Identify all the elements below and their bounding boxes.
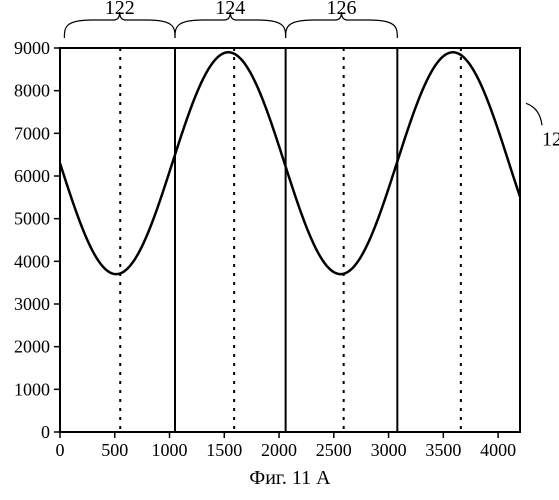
y-axis-ticks: 0 1000 2000 3000 4000 5000 6000 7000 8000 9000 [14,38,60,442]
y-tick-label: 9000 [14,38,50,58]
x-tick-label: 3000 [371,440,407,460]
x-tick-label: 1500 [206,440,242,460]
curve-leader [526,103,542,125]
y-tick-label: 4000 [14,251,50,271]
y-tick-label: 1000 [14,379,50,399]
bracket-label: 126 [326,0,356,19]
x-tick-label: 2000 [261,440,297,460]
x-axis-ticks: 0 500 1000 1500 2000 2500 3000 3500 4000 [56,432,517,460]
x-tick-label: 1000 [152,440,188,460]
line-chart: 0 500 1000 1500 2000 2500 3000 3500 4000 0 1000 20… [0,0,559,500]
curve-label: 120 [542,128,559,150]
x-tick-label: 0 [56,440,65,460]
x-tick-label: 2500 [316,440,352,460]
y-tick-label: 2000 [14,337,50,357]
x-tick-label: 3500 [425,440,461,460]
y-tick-label: 8000 [14,81,50,101]
x-tick-label: 500 [101,440,128,460]
y-tick-label: 5000 [14,209,50,229]
plot-background [60,48,520,432]
y-tick-label: 6000 [14,166,50,186]
y-tick-label: 7000 [14,123,50,143]
figure-caption: Фиг. 11 A [249,467,331,489]
figure-container: 0 500 1000 1500 2000 2500 3000 3500 4000 0 1000 20… [0,0,559,500]
bracket-label: 124 [215,0,245,19]
x-tick-label: 4000 [480,440,516,460]
y-tick-label: 0 [41,422,50,442]
y-tick-label: 3000 [14,294,50,314]
section-brackets: 122 124 126 [64,0,397,38]
bracket-label: 122 [105,0,135,19]
